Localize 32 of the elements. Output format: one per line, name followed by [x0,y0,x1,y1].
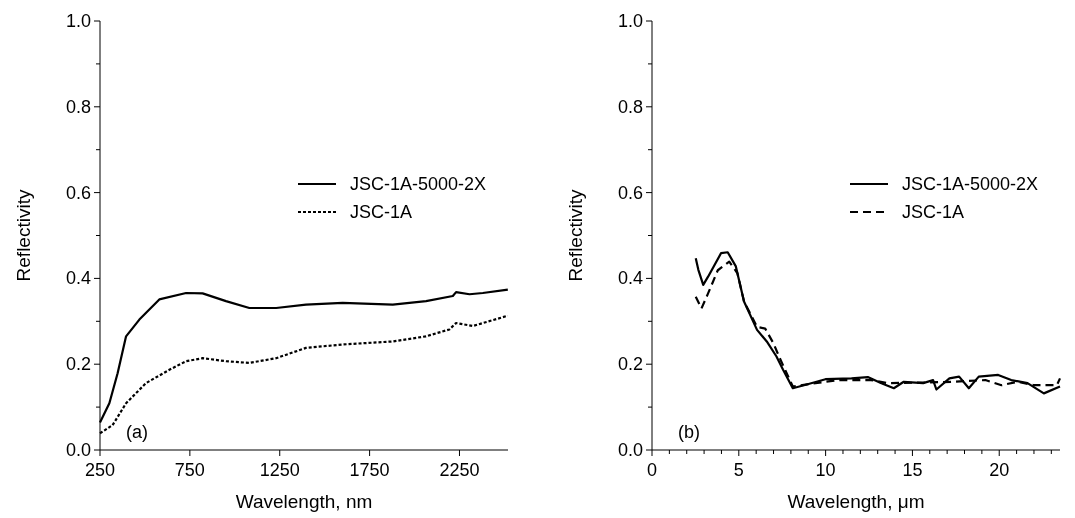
x-tick-label: 2250 [439,460,480,480]
x-tick-label: 750 [174,460,205,480]
annotation: (b) [678,422,700,442]
x-tick-label: 250 [84,460,116,480]
y-tick-label: 0.0 [65,440,91,460]
y-tick-label: 0.8 [617,96,643,117]
x-tick-label: 20 [989,460,1010,480]
annotation: (a) [126,422,148,442]
y-tick-label: 0.4 [617,268,643,289]
legend-label: JSC-1A-5000-2X [902,174,1039,195]
y-tick-label: 0.6 [617,182,643,203]
y-tick-label: 0.4 [65,268,91,289]
x-axis-title: Wavelength, nm [235,491,373,512]
y-axis-title: Reflectivity [565,189,586,282]
x-tick-label: 10 [815,460,836,480]
y-tick-label: 0.2 [65,354,91,375]
y-tick-label: 0.8 [65,96,91,117]
y-tick-label: 1.0 [617,11,643,31]
x-tick-label: 1250 [259,460,300,480]
y-tick-label: 0.0 [617,440,643,460]
x-tick-label: 5 [733,460,744,480]
legend-label: JSC-1A [350,202,413,223]
legend-label: JSC-1A-5000-2X [350,174,487,195]
y-tick-label: 0.6 [65,182,91,203]
y-axis-title: Reflectivity [13,189,34,282]
y-tick-label: 1.0 [65,11,91,31]
x-tick-label: 15 [902,460,923,480]
legend-label: JSC-1A [902,202,965,223]
x-tick-label: 0 [646,460,658,480]
x-tick-label: 1750 [349,460,390,480]
y-tick-label: 0.2 [617,354,643,375]
x-axis-title: Wavelength, μm [787,491,925,512]
